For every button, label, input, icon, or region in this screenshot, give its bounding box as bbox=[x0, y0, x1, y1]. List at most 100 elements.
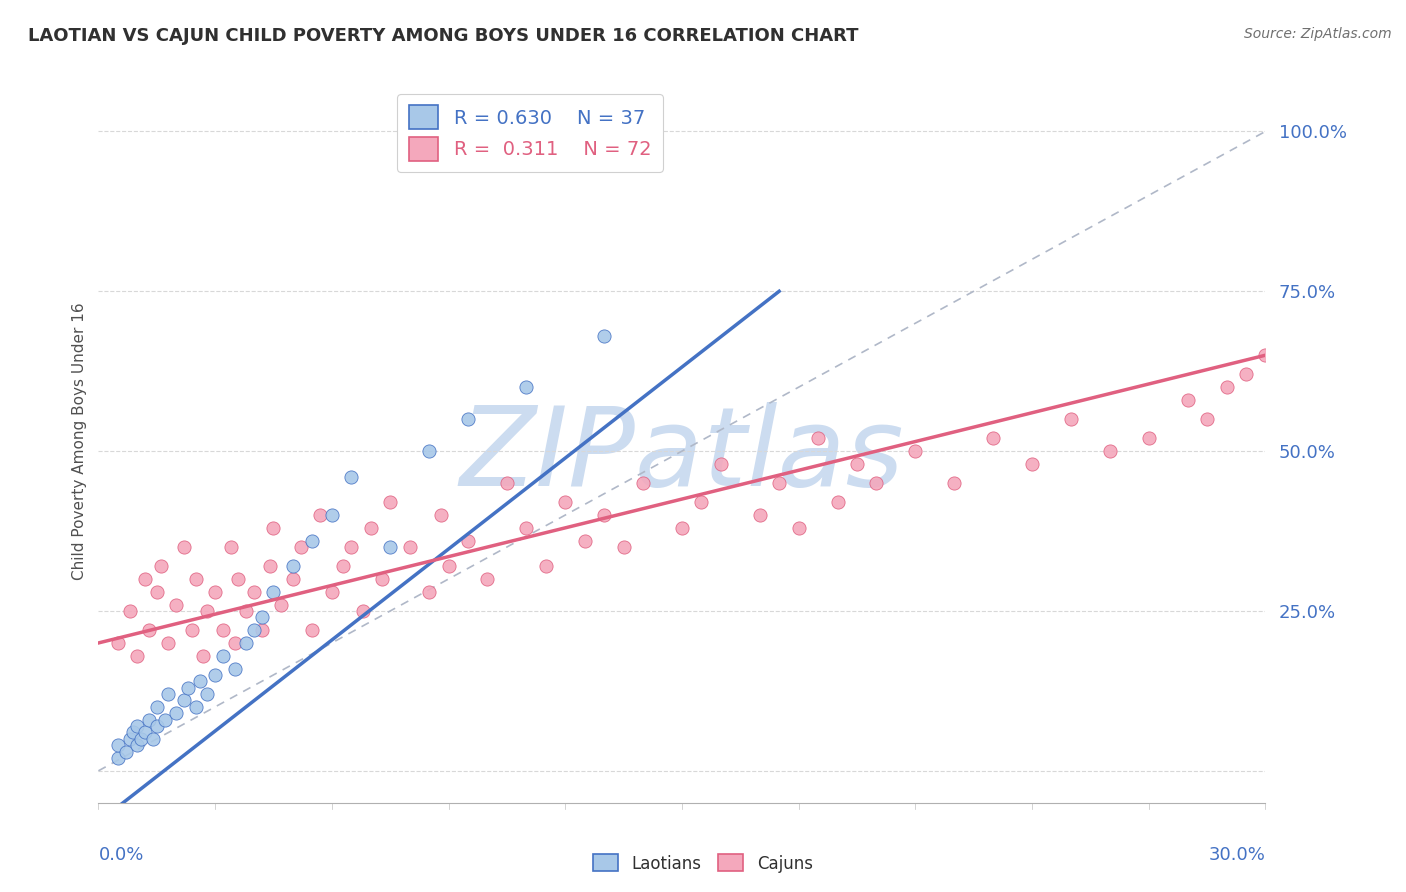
Point bbox=[146, 699, 169, 714]
Point bbox=[224, 661, 246, 675]
Point bbox=[281, 572, 304, 586]
Y-axis label: Child Poverty Among Boys Under 16: Child Poverty Among Boys Under 16 bbox=[72, 302, 87, 581]
Point bbox=[157, 687, 180, 701]
Point bbox=[235, 604, 257, 618]
Point bbox=[593, 329, 616, 343]
Point bbox=[515, 521, 537, 535]
Point bbox=[165, 706, 187, 721]
Point bbox=[270, 598, 292, 612]
Point bbox=[138, 713, 160, 727]
Point bbox=[134, 572, 156, 586]
Point bbox=[574, 533, 596, 548]
Point bbox=[554, 495, 576, 509]
Point bbox=[250, 623, 273, 637]
Point bbox=[309, 508, 332, 522]
Point bbox=[418, 444, 440, 458]
Point bbox=[1215, 380, 1237, 394]
Point bbox=[631, 476, 654, 491]
Point bbox=[224, 636, 246, 650]
Point bbox=[250, 610, 273, 624]
Text: Source: ZipAtlas.com: Source: ZipAtlas.com bbox=[1244, 27, 1392, 41]
Point bbox=[107, 738, 129, 752]
Point bbox=[534, 559, 557, 574]
Point bbox=[165, 598, 187, 612]
Point bbox=[177, 681, 200, 695]
Legend: R = 0.630    N = 37, R =  0.311    N = 72: R = 0.630 N = 37, R = 0.311 N = 72 bbox=[398, 94, 664, 172]
Point bbox=[184, 572, 207, 586]
Point bbox=[195, 687, 218, 701]
Point bbox=[477, 572, 499, 586]
Point bbox=[146, 584, 169, 599]
Point bbox=[127, 738, 149, 752]
Point bbox=[184, 699, 207, 714]
Point bbox=[146, 719, 169, 733]
Text: LAOTIAN VS CAJUN CHILD POVERTY AMONG BOYS UNDER 16 CORRELATION CHART: LAOTIAN VS CAJUN CHILD POVERTY AMONG BOY… bbox=[28, 27, 859, 45]
Legend: Laotians, Cajuns: Laotians, Cajuns bbox=[586, 847, 820, 880]
Point bbox=[204, 584, 226, 599]
Point bbox=[107, 636, 129, 650]
Point bbox=[332, 559, 354, 574]
Point bbox=[429, 508, 451, 522]
Point bbox=[114, 745, 136, 759]
Point bbox=[173, 540, 195, 554]
Point bbox=[748, 508, 770, 522]
Point bbox=[352, 604, 374, 618]
Point bbox=[496, 476, 519, 491]
Point bbox=[671, 521, 693, 535]
Point bbox=[846, 457, 869, 471]
Point bbox=[371, 572, 394, 586]
Point bbox=[149, 559, 172, 574]
Point bbox=[129, 731, 152, 746]
Point bbox=[457, 533, 479, 548]
Point bbox=[212, 648, 235, 663]
Point bbox=[787, 521, 810, 535]
Point bbox=[418, 584, 440, 599]
Point bbox=[1137, 431, 1160, 445]
Point bbox=[107, 751, 129, 765]
Point bbox=[157, 636, 180, 650]
Point bbox=[1060, 412, 1083, 426]
Point bbox=[1234, 368, 1257, 382]
Point bbox=[340, 540, 363, 554]
Point bbox=[235, 636, 257, 650]
Point bbox=[262, 521, 284, 535]
Point bbox=[613, 540, 636, 554]
Point bbox=[380, 495, 402, 509]
Point bbox=[380, 540, 402, 554]
Point bbox=[904, 444, 927, 458]
Point bbox=[219, 540, 242, 554]
Point bbox=[118, 604, 141, 618]
Point bbox=[204, 668, 226, 682]
Point bbox=[212, 623, 235, 637]
Point bbox=[193, 648, 215, 663]
Point bbox=[290, 540, 312, 554]
Point bbox=[768, 476, 790, 491]
Point bbox=[1195, 412, 1218, 426]
Point bbox=[981, 431, 1004, 445]
Point bbox=[827, 495, 849, 509]
Point bbox=[153, 713, 176, 727]
Point bbox=[321, 508, 343, 522]
Point bbox=[943, 476, 966, 491]
Point bbox=[457, 412, 479, 426]
Point bbox=[515, 380, 537, 394]
Point bbox=[281, 559, 304, 574]
Point bbox=[437, 559, 460, 574]
Point bbox=[127, 648, 149, 663]
Point bbox=[1098, 444, 1121, 458]
Point bbox=[865, 476, 887, 491]
Text: 0.0%: 0.0% bbox=[98, 847, 143, 864]
Point bbox=[118, 731, 141, 746]
Point bbox=[173, 693, 195, 707]
Point bbox=[398, 540, 420, 554]
Point bbox=[360, 521, 382, 535]
Text: ZIPatlas: ZIPatlas bbox=[460, 402, 904, 509]
Point bbox=[259, 559, 281, 574]
Point bbox=[180, 623, 202, 637]
Point bbox=[340, 469, 363, 483]
Point bbox=[690, 495, 713, 509]
Point bbox=[1177, 392, 1199, 407]
Point bbox=[301, 623, 323, 637]
Point bbox=[195, 604, 218, 618]
Point bbox=[142, 731, 165, 746]
